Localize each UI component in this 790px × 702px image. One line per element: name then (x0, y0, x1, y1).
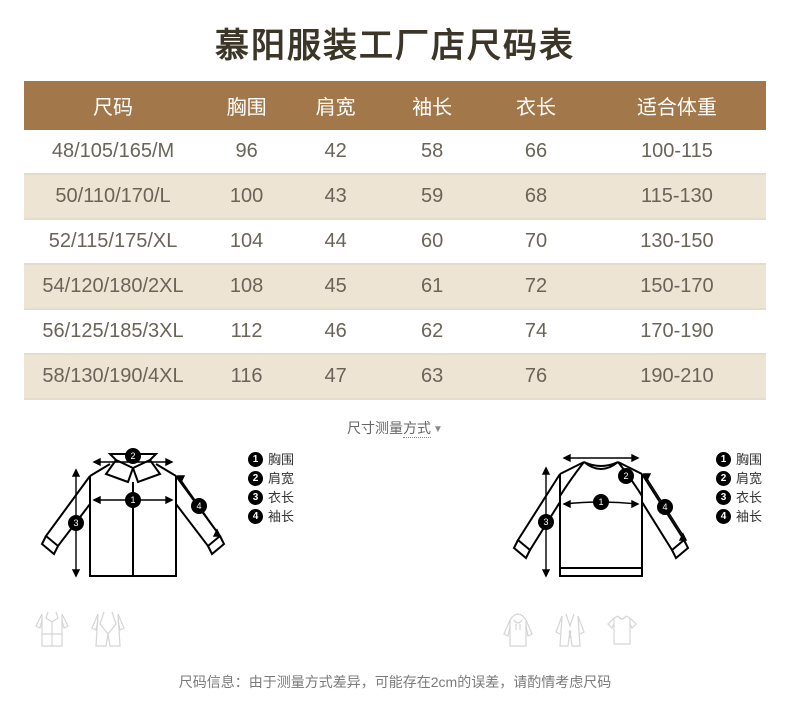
crewneck-diagram-block: 1 2 3 4 (496, 446, 762, 652)
shirt-diagram: 1 2 3 4 (28, 446, 238, 596)
table-cell: 96 (202, 130, 291, 174)
table-cell: 130-150 (588, 219, 766, 264)
table-cell: 59 (380, 174, 484, 219)
table-cell: 104 (202, 219, 291, 264)
table-cell: 66 (484, 130, 588, 174)
table-row: 54/120/180/2XL108456172150-170 (24, 264, 766, 309)
svg-text:2: 2 (130, 451, 135, 461)
svg-text:1: 1 (130, 495, 135, 505)
table-row: 56/125/185/3XL112466274170-190 (24, 309, 766, 354)
svg-text:4: 4 (196, 501, 201, 511)
measurement-method-label: 尺寸测量方式▼ (24, 418, 766, 438)
table-cell: 62 (380, 309, 484, 354)
col-size: 尺码 (24, 81, 202, 130)
crewneck-legend: 1胸围 2肩宽 3衣长 4袖长 (716, 452, 762, 528)
legend-item: 1胸围 (716, 452, 762, 467)
table-cell: 47 (291, 354, 380, 399)
table-cell: 45 (291, 264, 380, 309)
svg-text:3: 3 (73, 518, 78, 528)
col-chest: 胸围 (202, 81, 291, 130)
table-cell: 108 (202, 264, 291, 309)
table-cell: 44 (291, 219, 380, 264)
footer-note: 尺码信息：由于测量方式差异，可能存在2cm的误差，请酌情考虑尺码 (24, 672, 766, 692)
svg-text:3: 3 (543, 517, 548, 527)
table-cell: 150-170 (588, 264, 766, 309)
shirt-mini-icons (28, 604, 238, 652)
table-cell: 60 (380, 219, 484, 264)
tshirt-icon (600, 604, 644, 652)
table-cell: 42 (291, 130, 380, 174)
table-cell: 72 (484, 264, 588, 309)
page-title: 慕阳服装工厂店尺码表 (24, 18, 766, 67)
table-cell: 100 (202, 174, 291, 219)
cardigan-icon (548, 604, 592, 652)
table-cell: 112 (202, 309, 291, 354)
svg-text:4: 4 (662, 502, 667, 512)
table-cell: 48/105/165/M (24, 130, 202, 174)
col-weight: 适合体重 (588, 81, 766, 130)
table-cell: 190-210 (588, 354, 766, 399)
table-cell: 61 (380, 264, 484, 309)
table-cell: 43 (291, 174, 380, 219)
table-cell: 63 (380, 354, 484, 399)
legend-item: 4袖长 (248, 509, 294, 524)
table-cell: 58/130/190/4XL (24, 354, 202, 399)
col-sleeve: 袖长 (380, 81, 484, 130)
denim-jacket-icon (28, 604, 76, 652)
table-cell: 74 (484, 309, 588, 354)
table-row: 52/115/175/XL104446070130-150 (24, 219, 766, 264)
legend-item: 1胸围 (248, 452, 294, 467)
table-cell: 100-115 (588, 130, 766, 174)
table-cell: 46 (291, 309, 380, 354)
svg-text:1: 1 (598, 497, 603, 507)
crewneck-diagram: 1 2 3 4 (496, 446, 706, 596)
size-table: 尺码 胸围 肩宽 袖长 衣长 适合体重 48/105/165/M96425866… (24, 81, 766, 400)
table-cell: 115-130 (588, 174, 766, 219)
legend-item: 3衣长 (716, 490, 762, 505)
col-shoulder: 肩宽 (291, 81, 380, 130)
table-cell: 54/120/180/2XL (24, 264, 202, 309)
blazer-icon (84, 604, 132, 652)
table-header-row: 尺码 胸围 肩宽 袖长 衣长 适合体重 (24, 81, 766, 130)
table-cell: 116 (202, 354, 291, 399)
table-row: 48/105/165/M96425866100-115 (24, 130, 766, 174)
table-cell: 50/110/170/L (24, 174, 202, 219)
dropdown-icon: ▼ (433, 424, 443, 435)
svg-text:2: 2 (623, 471, 628, 481)
measurement-diagrams: 1 2 3 4 (24, 446, 766, 652)
table-cell: 58 (380, 130, 484, 174)
table-row: 58/130/190/4XL116476376190-210 (24, 354, 766, 399)
shirt-legend: 1胸围 2肩宽 3衣长 4袖长 (248, 452, 294, 528)
legend-item: 4袖长 (716, 509, 762, 524)
table-cell: 56/125/185/3XL (24, 309, 202, 354)
crewneck-mini-icons (496, 604, 706, 652)
table-cell: 52/115/175/XL (24, 219, 202, 264)
table-row: 50/110/170/L100435968115-130 (24, 174, 766, 219)
legend-item: 2肩宽 (716, 471, 762, 486)
legend-item: 3衣长 (248, 490, 294, 505)
table-cell: 170-190 (588, 309, 766, 354)
table-cell: 68 (484, 174, 588, 219)
table-cell: 76 (484, 354, 588, 399)
legend-item: 2肩宽 (248, 471, 294, 486)
hoodie-icon (496, 604, 540, 652)
table-cell: 70 (484, 219, 588, 264)
col-length: 衣长 (484, 81, 588, 130)
shirt-diagram-block: 1 2 3 4 (28, 446, 294, 652)
